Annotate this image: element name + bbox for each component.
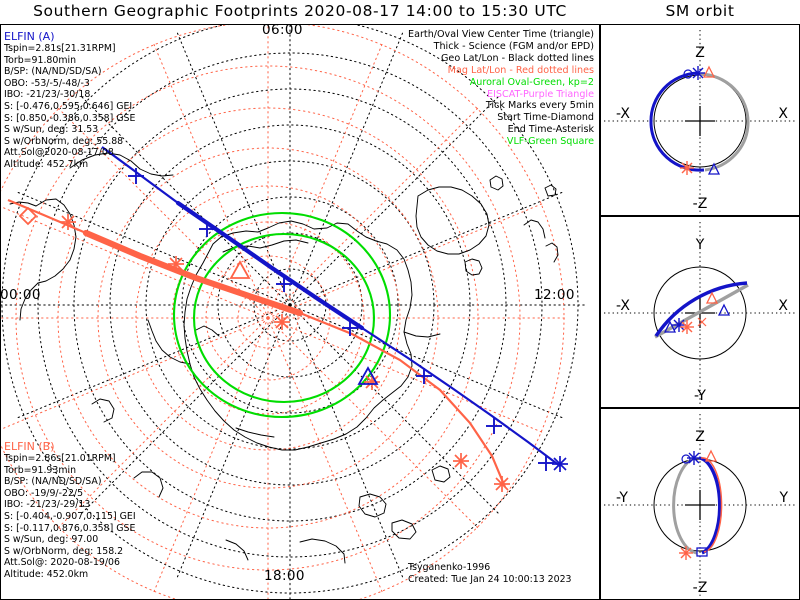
legend-item-vlf: VLF-Green Square xyxy=(506,136,594,148)
elfin-b-altitude: Altitude: 452.0km xyxy=(4,568,89,580)
elfin-a-att-sol: Att.Sol@2020-08-17/08 xyxy=(4,147,114,159)
elfin-b-name: ELFIN (B) xyxy=(4,440,55,453)
legend-item-start-time: Start Time-Diamond xyxy=(497,112,594,124)
legend-item-thick-science: Thick - Science (FGM and/or EPD) xyxy=(433,40,594,52)
created-time: Created: Tue Jan 24 10:00:13 2023 xyxy=(408,573,572,585)
sm-yz-axis-right: Y xyxy=(778,490,788,506)
sm-xy-graphics: Y -Y -X X xyxy=(604,222,796,404)
geo-lon-lines xyxy=(1,25,586,599)
elfin-b-s-gse: S: [-0.117,0.876,0.358] GSE xyxy=(4,522,136,534)
elfin-a-tick-marks xyxy=(128,168,554,471)
legend-item-auroral-oval: Auroral Oval-Green, kp=2 xyxy=(469,76,594,88)
sm-yz-axis-bottom: -Z xyxy=(693,580,708,596)
elfin-a-s-gei: S: [-0.476,0.595,0.646] GEI xyxy=(4,100,133,112)
elfin-b-tspin: Tspin=2.86s[21.01RPM] xyxy=(4,453,116,464)
elfin-a-info-block: ELFIN (A) Tspin=2.81s[21.31RPM] Torb=91.… xyxy=(4,30,135,171)
elfin-a-altitude: Altitude: 452.7km xyxy=(4,158,89,170)
elfin-b-s-sun: S w/Sun, deg: 97.00 xyxy=(4,534,99,546)
mlt-label-0600: 06:00 xyxy=(262,22,303,38)
page-title: Southern Geographic Footprints 2020-08-1… xyxy=(33,2,567,20)
elfin-b-torb: Torb=91.93min xyxy=(4,464,77,476)
elfin-b-s-orbnorm: S w/OrbNorm, deg: 158.2 xyxy=(4,545,124,557)
elfin-a-tspin: Tspin=2.81s[21.31RPM] xyxy=(4,43,116,54)
legend-item-eiscat: EISCAT-Purple Triangle xyxy=(487,88,594,100)
sm-xy-axis-top: Y xyxy=(695,237,705,253)
sm-xy-axis-bottom: -Y xyxy=(694,388,706,404)
elfin-a-track xyxy=(101,146,561,467)
elfin-b-start-diamond xyxy=(18,206,38,226)
legend-item-tick-marks: Tick Marks every 5min xyxy=(485,100,594,112)
sm-xz-graphics: Z -Z -X X xyxy=(604,30,796,212)
elfin-b-bsp: B/SP: (NA/ND/SD/SA) xyxy=(4,476,102,488)
sm-xz-axis-right: X xyxy=(778,106,788,122)
legend-item-mag-grid: Mag Lat/Lon - Red dotted lines xyxy=(447,64,594,76)
mlt-label-0000: 00:00 xyxy=(0,287,41,303)
auroral-oval xyxy=(172,211,392,419)
plot-legend: Earth/Oval View Center Time (triangle) T… xyxy=(408,29,594,148)
legend-item-end-time: End Time-Asterisk xyxy=(507,124,594,136)
elfin-a-s-gse: S: [0.850,-0.386,0.358] GSE xyxy=(4,112,136,124)
elfin-b-ibo: IBO: -21/23/-29/13 xyxy=(4,499,91,511)
mlt-label-1800: 18:00 xyxy=(264,568,305,584)
sm-xy-axis-right: X xyxy=(778,298,788,314)
legend-item-geo-grid: Geo Lat/Lon - Black dotted lines xyxy=(440,52,594,64)
sm-xz-axis-left: -X xyxy=(616,106,630,122)
elfin-a-bsp: B/SP: (NA/ND/SD/SA) xyxy=(4,66,102,78)
mlt-label-1200: 12:00 xyxy=(534,287,575,303)
sm-yz-graphics: Z -Z -Y Y xyxy=(604,414,796,596)
credits-block: Tsyganenko-1996 Created: Tue Jan 24 10:0… xyxy=(408,562,572,585)
legend-item-center-time: Earth/Oval View Center Time (triangle) xyxy=(408,29,594,40)
elfin-b-obo: OBO: -19/9/-22/5 xyxy=(4,487,84,499)
sm-xz-axis-bottom: -Z xyxy=(693,196,708,212)
sm-yz-axis-top: Z xyxy=(695,429,705,445)
elfin-b-info-block: ELFIN (B) Tspin=2.86s[21.01RPM] Torb=91.… xyxy=(4,440,136,581)
sm-orbit-title: SM orbit xyxy=(665,2,735,20)
mag-lon-lines xyxy=(1,25,567,599)
elfin-a-ibo: IBO: -21/23/-30/18 xyxy=(4,89,91,101)
elfin-a-name: ELFIN (A) xyxy=(4,30,55,43)
sm-xy-axis-left: -X xyxy=(616,298,630,314)
sm-yz-axis-left: -Y xyxy=(616,490,628,506)
elfin-a-obo: OBO: -53/-5/-48/-3 xyxy=(4,77,90,89)
elfin-a-center-triangle xyxy=(357,366,379,385)
elfin-a-s-sun: S w/Sun, deg: 31.53 xyxy=(4,124,99,136)
elfin-a-s-orbnorm: S w/OrbNorm, deg: 55.88 xyxy=(4,135,124,147)
elfin-a-torb: Torb=91.80min xyxy=(4,54,77,66)
model-name: Tsyganenko-1996 xyxy=(408,562,491,573)
elfin-b-att-sol: Att.Sol@: 2020-08-19/06 xyxy=(4,557,120,569)
sm-xz-axis-top: Z xyxy=(695,45,705,61)
elfin-a-end-asterisk xyxy=(552,456,568,472)
elfin-b-tick-marks xyxy=(60,214,510,492)
elfin-b-s-gei: S: [-0.404,-0.907,0.115] GEI xyxy=(4,510,136,522)
elfin-b-center-triangle xyxy=(229,260,251,279)
